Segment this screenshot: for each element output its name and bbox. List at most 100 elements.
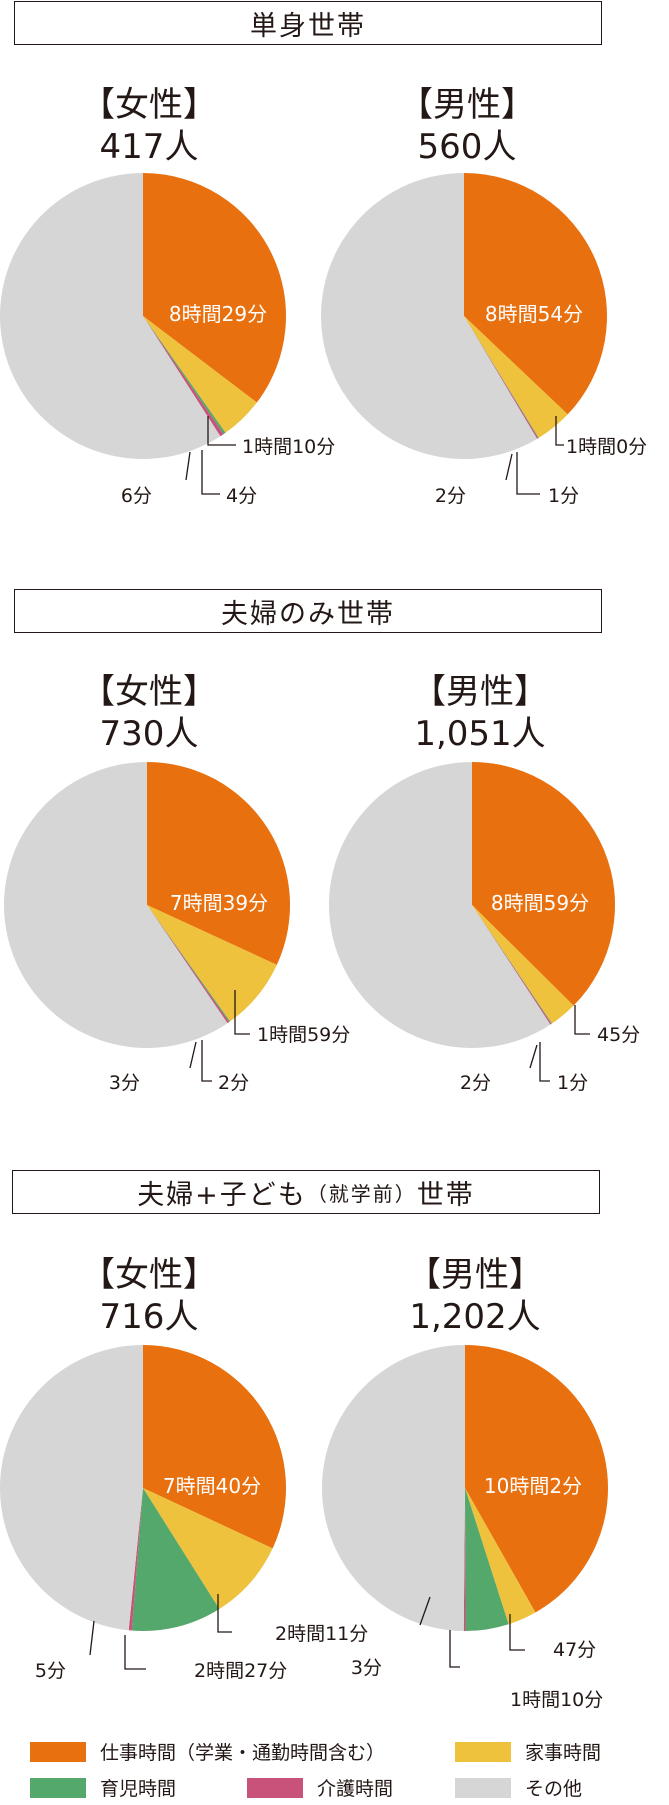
slice-label-childcare-couple-women: 2分 [218, 1072, 249, 1094]
leader-line-care-family-men [419, 1596, 431, 1626]
pie-charts: 8時間29分 1時間10分 4分 6分 8時間54分 1時間0分 1分 2分 7時間39分 1時間… [0, 173, 647, 1711]
leader-line-care-couple-men [529, 1044, 538, 1069]
section-title-family: 夫婦+子ども （就学前） 世帯 [12, 1170, 600, 1214]
slice-label-care-family-men: 3分 [351, 1657, 382, 1679]
pie-slice-childcare-family-men [465, 1488, 509, 1631]
pie-slice-care-family-women [128, 1488, 143, 1631]
pie-slice-housework-family-women [143, 1488, 273, 1609]
respondent-count: 716人 [99, 1297, 199, 1337]
pie-slice-childcare-couple-women [147, 905, 231, 1023]
slice-label-housework-family-women: 2時間11分 [275, 1623, 368, 1645]
pie-slice-work-family-men [465, 1345, 608, 1613]
gender-label: 【女性】 [81, 85, 217, 125]
slice-label-childcare-family-women: 2時間27分 [194, 1660, 287, 1682]
legend-swatch-care [247, 1777, 303, 1798]
legend-label: 育児時間 [100, 1778, 177, 1800]
chart-header-couple-women: 【女性】 730人 [29, 671, 269, 755]
leader-line-childcare-single-women [201, 450, 220, 495]
leader-line-childcare-couple-men [539, 1042, 550, 1082]
leader-line-housework-family-women [217, 1594, 232, 1633]
chart-header-single-women: 【女性】 417人 [29, 84, 269, 168]
leader-line-housework-couple-men [574, 1005, 590, 1035]
leader-line-childcare-couple-women [201, 1040, 212, 1082]
pie-slice-childcare-single-women [143, 316, 226, 435]
slice-label-care-family-women: 5分 [35, 1660, 66, 1682]
pie-slice-other-couple-women [3, 762, 228, 1048]
respondent-count: 417人 [99, 127, 199, 167]
pie-slice-childcare-couple-men [472, 905, 552, 1024]
pie-slice-work-single-men [464, 173, 607, 415]
pie-slice-housework-family-men [465, 1488, 536, 1625]
slice-label-housework-family-men: 47分 [553, 1639, 596, 1661]
respondent-count: 1,051人 [414, 714, 546, 754]
legend-item-care: 介護時間 [247, 1774, 393, 1801]
pie-slice-housework-single-men [464, 316, 568, 438]
legend-swatch-housework [455, 1741, 511, 1762]
pie-slice-housework-single-women [143, 316, 257, 433]
leader-line-housework-couple-women [234, 990, 250, 1035]
legend-swatch-work [30, 1741, 86, 1762]
pie-slice-work-family-women [143, 1345, 287, 1549]
section-title-text: 夫婦+子ども [137, 1179, 307, 1211]
pie-slice-other-couple-men [328, 762, 551, 1049]
pie-slice-other-family-women [0, 1345, 143, 1631]
gender-label: 【女性】 [81, 1255, 217, 1295]
legend-swatch-childcare [30, 1777, 86, 1798]
legend-item-housework: 家事時間 [455, 1738, 601, 1765]
section-title-text: 単身世帯 [250, 10, 366, 42]
leader-line-childcare-family-men [449, 1630, 460, 1668]
leader-line-childcare-family-women [124, 1635, 146, 1670]
slice-label-work-family-men: 10時間2分 [484, 1474, 582, 1498]
respondent-count: 1,202人 [409, 1297, 541, 1337]
slice-label-care-single-men: 2分 [435, 485, 466, 507]
pie-slice-childcare-single-men [464, 316, 539, 439]
pie-slice-other-single-women [0, 173, 221, 459]
slice-label-work-single-women: 8時間29分 [169, 302, 267, 326]
slice-label-care-single-women: 6分 [121, 485, 152, 507]
gender-label: 【男性】 [407, 1255, 543, 1295]
chart-header-single-men: 【男性】 560人 [347, 84, 587, 168]
slice-label-childcare-couple-men: 1分 [557, 1072, 588, 1094]
leader-line-care-family-women [89, 1620, 95, 1656]
legend-label: 介護時間 [317, 1778, 394, 1800]
pie-slice-care-couple-men [472, 905, 552, 1025]
legend-label: その他 [525, 1778, 583, 1800]
slice-label-childcare-single-women: 4分 [226, 485, 257, 507]
legend-item-other: その他 [455, 1774, 582, 1801]
pie-slice-work-couple-women [147, 762, 290, 965]
slice-label-care-couple-men: 2分 [460, 1072, 491, 1094]
respondent-count: 560人 [417, 127, 517, 167]
section-title-text: 夫婦のみ世帯 [221, 598, 395, 630]
pie-slice-other-family-men [322, 1345, 465, 1631]
chart-header-family-men: 【男性】 1,202人 [355, 1254, 595, 1338]
section-title-single: 単身世帯 [14, 1, 602, 45]
pie-slice-care-couple-women [147, 905, 230, 1024]
slice-label-housework-single-women: 1時間10分 [242, 436, 335, 458]
leader-line-housework-single-men [555, 416, 564, 446]
pie-slice-childcare-family-women [131, 1488, 220, 1631]
legend-swatch-other [455, 1777, 511, 1798]
slice-label-housework-couple-women: 1時間59分 [257, 1024, 350, 1046]
legend: 仕事時間（学業・通勤時間含む） 家事時間 育児時間 介護時間 その他 [30, 1738, 650, 1804]
pie-slice-work-single-women [143, 173, 287, 403]
pie-slice-housework-couple-men [472, 905, 574, 1024]
pie-slice-care-family-men [463, 1488, 466, 1631]
chart-header-couple-men: 【男性】 1,051人 [360, 671, 600, 755]
slice-label-work-family-women: 7時間40分 [163, 1474, 261, 1498]
slice-label-childcare-family-men: 1時間10分 [510, 1689, 603, 1711]
legend-item-work: 仕事時間（学業・通勤時間含む） [30, 1738, 385, 1765]
chart-header-family-women: 【女性】 716人 [29, 1254, 269, 1338]
pie-slice-work-couple-men [472, 762, 616, 1006]
gender-label: 【男性】 [412, 672, 548, 712]
slice-label-housework-single-men: 1時間0分 [566, 436, 647, 458]
pie-slice-care-single-women [143, 316, 224, 437]
gender-label: 【女性】 [81, 672, 217, 712]
section-title-couple: 夫婦のみ世帯 [14, 589, 602, 633]
leader-line-childcare-single-men [516, 452, 540, 495]
slice-label-childcare-single-men: 1分 [548, 485, 579, 507]
legend-item-childcare: 育児時間 [30, 1774, 176, 1801]
slice-label-care-couple-women: 3分 [109, 1072, 140, 1094]
pie-slice-care-single-men [464, 316, 539, 439]
leader-line-care-couple-women [189, 1041, 197, 1069]
pie-slice-housework-couple-women [147, 905, 277, 1022]
